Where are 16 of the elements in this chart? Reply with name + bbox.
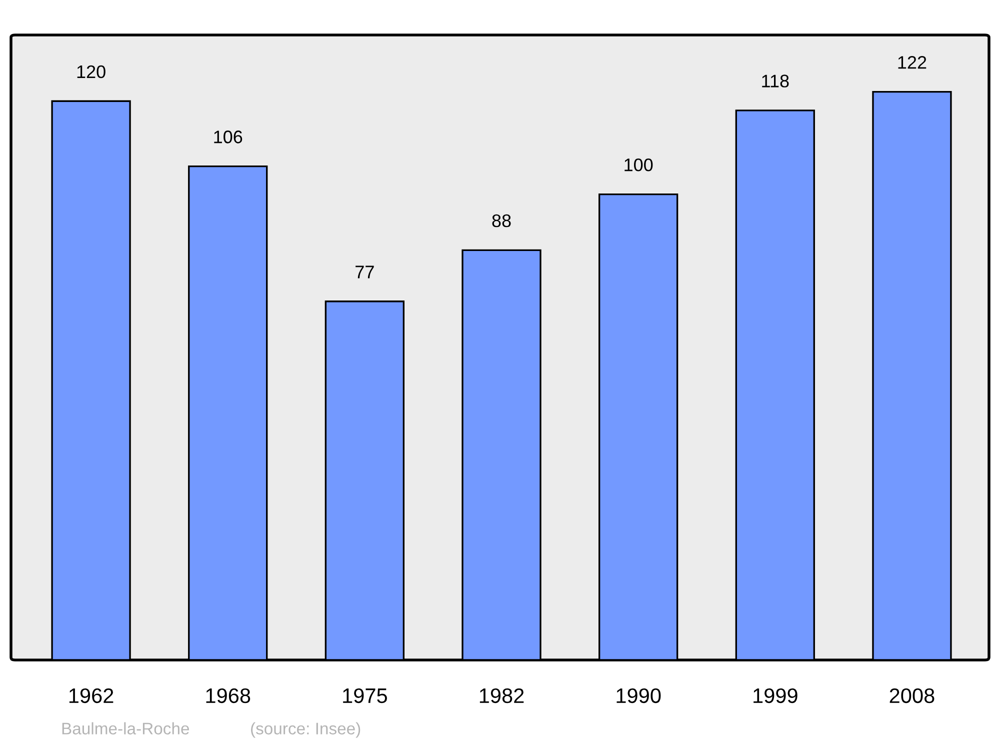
text: Baulme-la-Roche	[62, 722, 190, 734]
data-label: 122	[898, 56, 926, 69]
x-tick-label: 1975	[343, 688, 387, 704]
data-label: 106	[214, 130, 242, 144]
text: (source: Insee)	[251, 722, 360, 738]
x-tick-label: 1999	[754, 688, 798, 704]
x-tick-label: 1962	[69, 688, 114, 704]
x-tick-label: 2008	[890, 688, 934, 704]
data-label: 77	[356, 266, 374, 278]
x-tick-label: 1968	[206, 688, 250, 704]
data-label: 118	[762, 74, 789, 88]
data-label: 120	[77, 65, 106, 78]
x-tick-label: 1990	[616, 688, 661, 704]
data-label: 88	[492, 214, 511, 228]
x-tick-label: 1982	[480, 688, 524, 704]
data-label: 100	[624, 158, 653, 172]
